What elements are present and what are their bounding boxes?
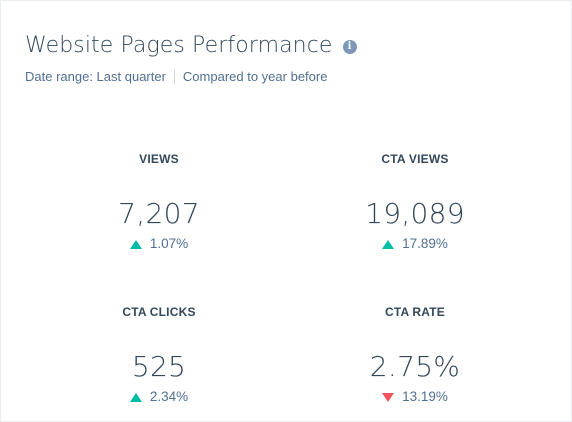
trend-down-icon — [382, 392, 395, 402]
metric-change: 17.89% — [315, 235, 515, 253]
metric-cta-clicks: CTA CLICKS 525 2.34% — [59, 304, 259, 406]
filter-divider — [173, 69, 175, 84]
date-range-filter[interactable]: Date range: Last quarter — [25, 69, 166, 84]
metric-label: CTA VIEWS — [381, 152, 449, 166]
trend-up-icon — [382, 239, 395, 249]
metric-value: 7,207 — [118, 197, 200, 230]
metric-label: VIEWS — [139, 152, 179, 166]
metric-change-value: 17.89% — [402, 236, 448, 251]
trend-up-icon — [129, 392, 142, 402]
card-title: Website Pages Performance — [25, 33, 333, 58]
metric-value: 2.75% — [369, 350, 461, 383]
metric-change-value: 1.07% — [149, 236, 189, 251]
metric-change-value: 13.19% — [402, 389, 448, 404]
metric-change: 1.07% — [59, 235, 259, 253]
metric-change: 13.19% — [315, 388, 515, 406]
metric-change-value: 2.34% — [149, 389, 189, 404]
metric-views: VIEWS 7,207 1.07% — [59, 151, 259, 253]
comparison-filter[interactable]: Compared to year before — [182, 69, 328, 84]
metric-label: CTA CLICKS — [122, 305, 196, 319]
trend-up-icon — [129, 239, 142, 249]
metric-label: CTA RATE — [384, 305, 446, 319]
info-icon[interactable]: i — [342, 40, 357, 54]
report-filters: Date range: Last quarter Compared to yea… — [25, 69, 327, 84]
metric-cta-rate: CTA RATE 2.75% 13.19% — [315, 304, 515, 406]
metric-value: 19,089 — [365, 197, 465, 230]
metric-value: 525 — [131, 350, 187, 383]
card-header: Website Pages Performance i — [25, 31, 357, 61]
metric-change: 2.34% — [59, 388, 259, 406]
metric-cta-views: CTA VIEWS 19,089 17.89% — [315, 151, 515, 253]
